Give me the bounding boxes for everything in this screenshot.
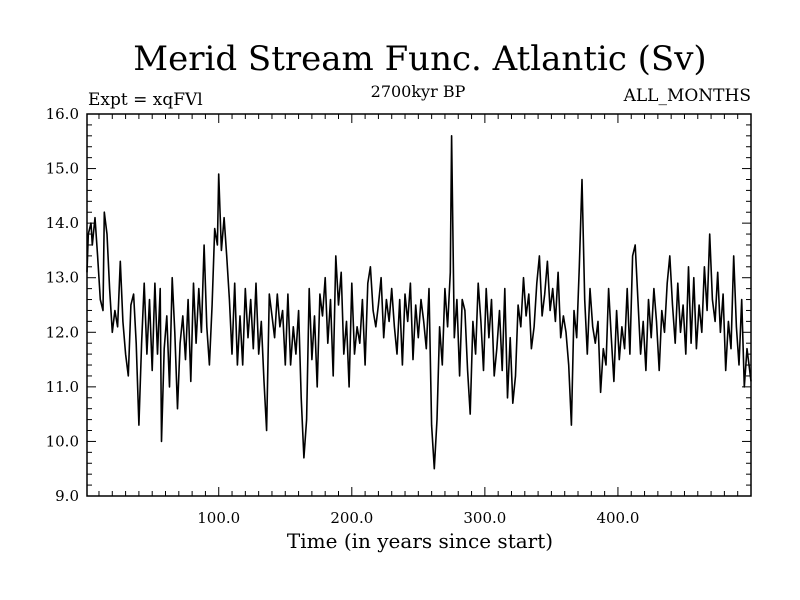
y-tick-label: 11.0 <box>46 378 79 396</box>
experiment-label: Expt = xqFVl <box>88 90 203 110</box>
x-axis-title: Time (in years since start) <box>287 529 553 553</box>
y-tick-label: 9.0 <box>55 487 79 505</box>
y-axis: 9.0 10.0 11.0 12.0 13.0 14.0 15.0 16.0 <box>46 105 751 505</box>
x-tick-label: 400.0 <box>596 509 639 527</box>
x-tick-label: 200.0 <box>330 509 373 527</box>
months-label: ALL_MONTHS <box>623 86 751 106</box>
x-axis: 100.0 200.0 300.0 400.0 <box>98 114 739 527</box>
x-tick-label: 100.0 <box>197 509 240 527</box>
chart-title: Merid Stream Func. Atlantic (Sv) <box>133 39 706 79</box>
y-tick-label: 14.0 <box>46 214 79 232</box>
y-tick-label: 15.0 <box>46 160 79 178</box>
y-tick-label: 12.0 <box>46 323 79 341</box>
y-tick-label: 10.0 <box>46 432 79 450</box>
x-tick-label: 300.0 <box>463 509 506 527</box>
series-line-amoc <box>86 135 752 470</box>
y-tick-label: 13.0 <box>46 269 79 287</box>
y-tick-label: 16.0 <box>46 105 79 123</box>
period-label: 2700kyr BP <box>371 82 466 101</box>
plot-frame <box>86 113 752 497</box>
